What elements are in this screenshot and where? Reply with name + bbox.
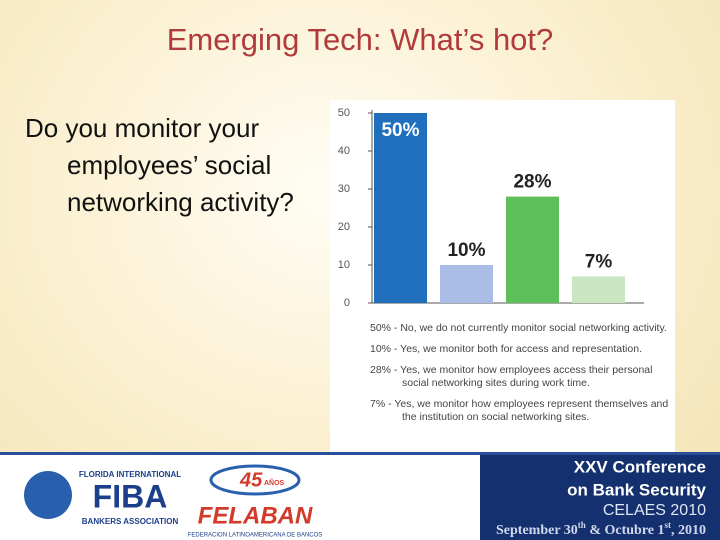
bar [440, 265, 493, 303]
conf1: XXV Conference [574, 457, 706, 476]
conf3: CELAES 2010 [603, 502, 706, 519]
swoosh [209, 464, 301, 496]
y-tick-label: 40 [338, 145, 350, 157]
bar [572, 276, 625, 303]
slide-title: Emerging Tech: What’s hot? [166, 22, 554, 57]
value-label: 28% [513, 172, 551, 193]
note: 7% - Yes, we monitor how employees repre… [370, 398, 669, 423]
note: 28% - Yes, we monitor how employees acce… [370, 364, 653, 389]
note: 50% - No, we do not currently monitor so… [370, 322, 667, 334]
felaban-sub: FEDERACION LATINOAMERICANA DE BANCOS [188, 533, 323, 539]
note: 10% - Yes, we monitor both for access an… [370, 343, 642, 355]
value-label: 50% [381, 120, 419, 141]
date-part: September 30 [496, 523, 578, 538]
years-word: AÑOS [264, 478, 285, 487]
bar [374, 113, 427, 303]
bar [506, 196, 559, 303]
fiba-bottom: BANKERS ASSOCIATION [82, 517, 179, 526]
y-tick-label: 30 [338, 183, 350, 195]
question: Do you monitor your employees’ social ne… [25, 113, 294, 217]
footer: FLORIDA INTERNATIONAL FIBA BANKERS ASSOC… [0, 452, 720, 540]
years: 45 [239, 469, 263, 491]
date-sup: th [578, 520, 586, 530]
date-part: & Octubre 1 [586, 523, 665, 538]
footer-art: FLORIDA INTERNATIONAL FIBA BANKERS ASSOC… [24, 455, 720, 540]
date-sup: st [665, 520, 672, 530]
y-tick-label: 20 [338, 221, 350, 233]
fiba: FIBA [93, 478, 168, 514]
y-tick-label: 0 [344, 297, 350, 309]
y-tick-label: 10 [338, 259, 350, 271]
y-tick-label: 50 [338, 107, 350, 119]
conference-band [480, 455, 720, 540]
fiba-top: FLORIDA INTERNATIONAL [79, 470, 181, 479]
date: September 30th & Octubre 1st, 2010 [496, 520, 706, 538]
globe-icon [24, 471, 72, 519]
felaban: FELABAN [198, 502, 313, 529]
date-part: , 2010 [671, 523, 706, 538]
value-label: 10% [447, 240, 485, 261]
notes: 50% - No, we do not currently monitor so… [370, 322, 680, 432]
conf2: on Bank Security [567, 480, 706, 499]
value-label: 7% [585, 251, 613, 272]
